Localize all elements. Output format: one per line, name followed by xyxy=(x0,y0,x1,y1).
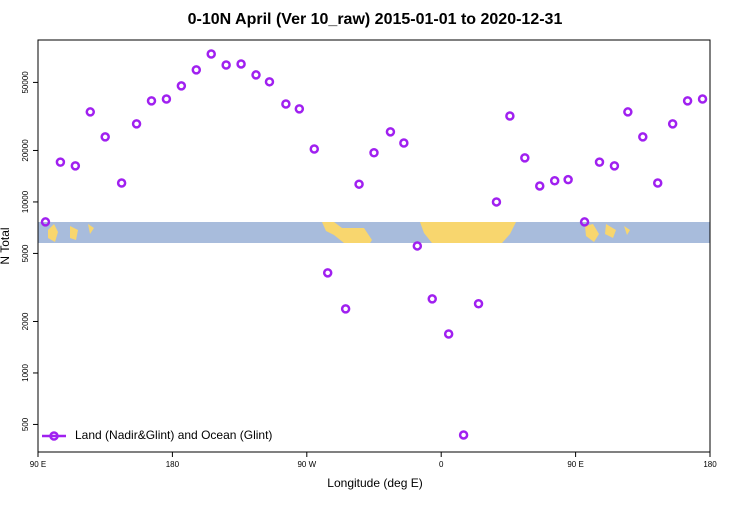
x-tick-label: 0 xyxy=(439,460,444,469)
x-axis-label: Longitude (deg E) xyxy=(327,476,422,490)
point xyxy=(594,157,605,167)
point xyxy=(505,111,515,121)
point xyxy=(176,81,187,91)
point xyxy=(116,178,127,188)
point xyxy=(609,161,620,171)
map-strip xyxy=(38,222,710,243)
point xyxy=(369,147,379,158)
legend-marker xyxy=(49,431,59,441)
x-tick-label: 180 xyxy=(703,460,717,469)
point xyxy=(354,179,364,189)
point xyxy=(322,268,333,278)
point xyxy=(191,65,202,75)
y-tick-label: 10000 xyxy=(21,190,30,213)
point xyxy=(579,217,590,227)
point xyxy=(131,119,142,129)
point xyxy=(251,70,261,80)
point xyxy=(667,119,678,129)
point xyxy=(638,132,648,142)
point xyxy=(236,59,246,69)
point xyxy=(682,96,693,106)
point xyxy=(340,304,351,314)
plot-frame xyxy=(37,39,711,453)
point xyxy=(70,161,81,171)
point xyxy=(535,181,545,191)
point xyxy=(491,197,502,207)
point xyxy=(221,60,231,70)
point xyxy=(399,138,409,148)
point xyxy=(427,294,437,304)
y-tick-label: 500 xyxy=(21,417,30,431)
y-axis-label: N Total xyxy=(0,227,12,264)
point xyxy=(100,132,110,142)
point xyxy=(549,176,560,186)
point xyxy=(85,107,96,117)
point xyxy=(294,104,305,114)
point xyxy=(161,94,172,104)
point xyxy=(473,298,484,309)
point xyxy=(563,174,573,185)
y-tick-label: 1000 xyxy=(21,364,30,382)
point xyxy=(443,329,454,339)
point xyxy=(264,77,275,87)
point xyxy=(520,153,530,163)
point xyxy=(146,96,157,106)
point xyxy=(697,94,708,104)
point xyxy=(458,430,469,440)
x-tick-label: 90 E xyxy=(567,460,583,469)
point xyxy=(623,107,633,117)
y-tick-label: 20000 xyxy=(21,139,30,162)
chart-title: 0-10N April (Ver 10_raw) 2015-01-01 to 2… xyxy=(188,11,563,28)
y-tick-label: 5000 xyxy=(21,244,30,262)
x-tick-label: 90 W xyxy=(297,460,316,469)
point xyxy=(385,127,396,137)
point xyxy=(652,178,663,188)
point xyxy=(281,99,291,109)
point xyxy=(55,157,66,167)
x-tick-label: 180 xyxy=(166,460,180,469)
y-tick-label: 2000 xyxy=(21,312,30,330)
point xyxy=(309,144,320,154)
point xyxy=(40,217,51,227)
y-tick-label: 50000 xyxy=(21,71,30,94)
legend-label: Land (Nadir&Glint) and Ocean (Glint) xyxy=(75,428,272,442)
x-tick-label: 90 E xyxy=(30,460,46,469)
point xyxy=(206,49,216,59)
point xyxy=(412,241,423,251)
